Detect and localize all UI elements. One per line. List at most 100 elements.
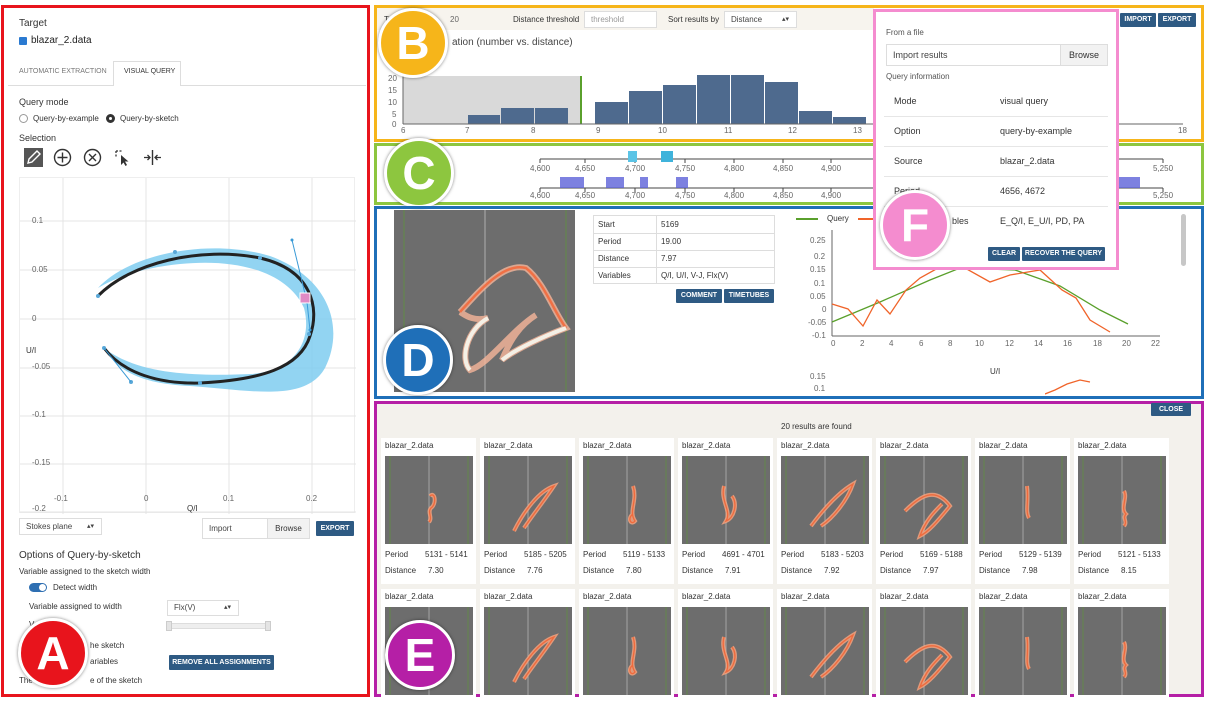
query-info-key-mode: Mode	[894, 96, 917, 106]
sort-select[interactable]: Distance ▴▾	[724, 11, 797, 28]
slider-handle-left[interactable]	[166, 621, 172, 631]
result-timetube-thumbnail[interactable]	[880, 607, 968, 695]
legend-query-line	[796, 218, 818, 220]
clear-button[interactable]: CLEAR	[988, 247, 1020, 261]
result-tile[interactable]: blazar_2.data	[975, 589, 1070, 701]
import-button[interactable]: IMPORT	[1120, 13, 1156, 27]
timeline[interactable]: 4,600 4,650 4,700 4,750 4,800 4,850 4,90…	[378, 146, 1200, 202]
timetubes-button[interactable]: TIMETUBES	[724, 289, 774, 303]
legend-query-label: Query	[827, 214, 849, 223]
sketch-x-tick: -0.1	[54, 494, 68, 503]
result-distance-value: 7.98	[1022, 566, 1038, 575]
result-distance-label: Distance	[583, 566, 615, 575]
target-label: Target	[19, 18, 47, 29]
result-tile[interactable]: blazar_2.data	[1074, 589, 1169, 701]
export-sketch-button[interactable]: EXPORT	[316, 521, 354, 536]
result-tile[interactable]: blazar_2.data Period 5119 - 5133 Distance 7.…	[579, 438, 674, 584]
sketch-x-tick: 0	[144, 494, 149, 503]
result-period-value: 5131 - 5141	[425, 550, 468, 559]
target-checkbox[interactable]	[19, 37, 27, 45]
result-timetube-thumbnail[interactable]	[979, 456, 1067, 544]
histogram[interactable]: 20 15 10 5 0 6 7 8 9 10 11 12 13 18	[378, 58, 1198, 136]
browse-sketch-button[interactable]: Browse	[267, 518, 310, 539]
query-info-table: Mode visual query Option query-by-exampl…	[884, 86, 1108, 236]
result-timetube-thumbnail[interactable]	[484, 607, 572, 695]
result-tile[interactable]: blazar_2.data Period 5129 - 5139 Distance 7.…	[975, 438, 1070, 584]
radio-query-by-example[interactable]	[19, 114, 28, 123]
result-period-label: Period	[385, 550, 409, 559]
plane-select[interactable]: Stokes plane ▴▾	[19, 518, 102, 535]
slider-handle-right[interactable]	[265, 621, 271, 631]
chart-x-tick: 14	[1034, 339, 1043, 348]
options-title: Options of Query-by-sketch	[19, 550, 141, 561]
variables-fragment: ariables	[90, 657, 119, 666]
export-button[interactable]: EXPORT	[1158, 13, 1196, 27]
remove-circle-icon[interactable]	[83, 148, 102, 167]
result-timetube-thumbnail[interactable]	[979, 607, 1067, 695]
result-timetube-thumbnail[interactable]	[1078, 456, 1166, 544]
result-timetube-thumbnail[interactable]	[1078, 607, 1166, 695]
hist-x-tick: 10	[658, 126, 667, 135]
result-timetube-thumbnail[interactable]	[583, 607, 671, 695]
result-tile[interactable]: blazar_2.data	[777, 589, 872, 701]
timeline-tick: 4,850	[773, 191, 794, 200]
pencil-icon[interactable]	[24, 148, 43, 167]
panel-d-scrollbar[interactable]	[1181, 214, 1186, 266]
result-tile[interactable]: blazar_2.data Period 5169 - 5188 Distance 7.…	[876, 438, 971, 584]
result-timetube-thumbnail[interactable]	[484, 456, 572, 544]
result-timetube-thumbnail[interactable]	[781, 607, 869, 695]
comment-button[interactable]: COMMENT	[676, 289, 722, 303]
result-period-value: 5169 - 5188	[920, 550, 963, 559]
result-timetube-thumbnail[interactable]	[781, 456, 869, 544]
details-divider	[594, 250, 774, 251]
result-tile[interactable]: blazar_2.data	[678, 589, 773, 701]
timeline-tick: 4,900	[821, 191, 842, 200]
select-arrows-icon: ▴▾	[223, 604, 231, 611]
result-tile[interactable]: blazar_2.data	[480, 589, 575, 701]
variable-width-select[interactable]: Flx(V) ▴▾	[167, 600, 239, 616]
import-results-field[interactable]: Import results	[886, 44, 1108, 66]
distance-threshold-input[interactable]: threshold	[584, 11, 657, 28]
result-timetube-thumbnail[interactable]	[385, 456, 473, 544]
cursor-select-icon[interactable]	[113, 148, 132, 167]
row-divider	[884, 206, 1108, 207]
result-distance-value: 7.92	[824, 566, 840, 575]
from-file-label: From a file	[886, 28, 924, 37]
remove-all-assignments-button[interactable]: REMOVE ALL ASSIGNMENTS	[169, 655, 274, 670]
details-key-distance: Distance	[598, 254, 630, 263]
recover-query-button[interactable]: RECOVER THE QUERY	[1022, 247, 1105, 261]
sort-select-value: Distance	[731, 15, 763, 24]
query-info-label: Query information	[886, 72, 950, 81]
width-range-slider[interactable]	[166, 621, 271, 631]
detect-width-toggle[interactable]	[29, 583, 47, 592]
tab-automatic-extraction[interactable]: AUTOMATIC EXTRACTION	[19, 68, 107, 75]
result-tile[interactable]: blazar_2.data Period 5121 - 5133 Distance 8.…	[1074, 438, 1169, 584]
result-timetube-thumbnail[interactable]	[880, 456, 968, 544]
result-tile[interactable]: blazar_2.data	[876, 589, 971, 701]
details-divider	[594, 267, 774, 268]
select-arrows-icon: ▴▾	[86, 523, 94, 530]
timeline-tick: 4,800	[724, 191, 745, 200]
result-file-name: blazar_2.data	[781, 592, 830, 601]
add-circle-icon[interactable]	[53, 148, 72, 167]
close-button[interactable]: CLOSE	[1151, 403, 1191, 416]
result-tile[interactable]: blazar_2.data Period 5183 - 5203 Distance 7.…	[777, 438, 872, 584]
badge-f: F	[880, 190, 950, 260]
badge-c: C	[384, 138, 454, 208]
result-tile[interactable]: blazar_2.data Period 5131 - 5141 Distance 7.…	[381, 438, 476, 584]
sketch-canvas[interactable]: 0.1 0.05 0 -0.05 -0.1 -0.15 -0.2 -0.1 0 …	[19, 177, 356, 514]
result-tile[interactable]: blazar_2.data Period 5185 - 5205 Distance 7.…	[480, 438, 575, 584]
result-timetube-thumbnail[interactable]	[583, 456, 671, 544]
result-timetube-thumbnail[interactable]	[682, 456, 770, 544]
split-icon[interactable]	[143, 148, 162, 167]
sketch-y-tick: -0.1	[32, 410, 46, 419]
radio-query-by-sketch[interactable]	[106, 114, 115, 123]
tab-visual-query[interactable]	[113, 61, 181, 86]
result-tile[interactable]: blazar_2.data	[579, 589, 674, 701]
result-timetube-thumbnail[interactable]	[682, 607, 770, 695]
browse-results-button[interactable]: Browse	[1060, 44, 1108, 66]
result-tile[interactable]: blazar_2.data Period 4691 - 4701 Distance 7.…	[678, 438, 773, 584]
details-value-distance: 7.97	[661, 254, 677, 263]
import-results-label: Import results	[893, 50, 948, 60]
result-file-name: blazar_2.data	[1078, 441, 1127, 450]
